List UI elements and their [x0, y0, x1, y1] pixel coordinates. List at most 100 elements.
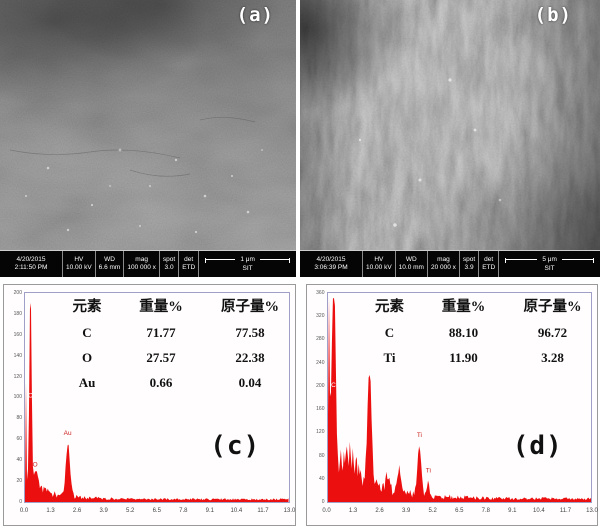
eds-spectrum-c: C O Au: [25, 302, 289, 502]
databar-column: spot 3.9: [460, 251, 480, 277]
y-tick-label: 200: [316, 382, 325, 389]
table-header: 元素: [72, 299, 102, 315]
x-tick-label: 5.2: [428, 508, 437, 514]
x-tick-label: 0.0: [322, 508, 331, 514]
peak-label-c: C: [331, 382, 336, 389]
eds-table-d: 元素 重量% 原子量% C 88.10 96.72 Ti 11.90 3.28: [359, 295, 599, 366]
table-header: 原子量%: [221, 299, 279, 315]
peak-label-c: C: [28, 392, 33, 399]
table-cell: 96.72: [537, 325, 568, 340]
table-cell: 3.28: [541, 350, 564, 365]
databar-column: spot 3.0: [160, 251, 180, 277]
databar-column-label: WD: [104, 256, 115, 263]
databar-column: HV 10.00 kV: [363, 251, 396, 277]
scalebar: 1 μm: [205, 255, 291, 264]
spectrum-plot-d: C Ti Ti: [326, 292, 592, 503]
peak-label-au: Au: [64, 430, 72, 437]
databar-column: 4/20/2015 3:06:39 PM: [300, 251, 363, 277]
databar-column-label: det: [484, 256, 494, 263]
table-cell: 0.04: [238, 375, 262, 390]
x-axis-labels: 0.0 1.3 2.6 3.9 5.2 6.5 7.8 9.1 10.4 11.7 13.0: [322, 508, 598, 516]
eds-table-c: 元素 重量% 原子量% C 71.77 77.58 O 27.57 22.38 Au 0.66 0.0…: [56, 295, 296, 391]
table-cell: 22.38: [235, 350, 265, 365]
sem-image-b: (b) 4/20/2015 3:06:39 PM HV 10.00 kV WD 10.0 …: [300, 0, 600, 277]
y-tick-label: 320: [316, 313, 325, 320]
databar-column-value: ETD: [182, 264, 196, 271]
databar-column: 4/20/2015 2:11:50 PM: [0, 251, 63, 277]
x-tick-label: 13.0: [283, 508, 296, 514]
y-tick-label: 240: [316, 359, 325, 366]
y-tick-label: 160: [316, 406, 325, 413]
table-cell: 88.10: [448, 325, 479, 340]
table-cell: C: [384, 325, 395, 340]
y-tick-label: 60: [16, 436, 22, 443]
x-tick-label: 3.9: [401, 508, 411, 514]
y-tick-label: 360: [316, 290, 325, 296]
table-header: 重量%: [441, 299, 486, 315]
x-tick-label: 6.5: [455, 508, 464, 514]
table-cell: Ti: [383, 350, 396, 365]
table-header: 重量%: [139, 299, 183, 315]
spectrum-plot-c: C O Au: [24, 292, 290, 503]
databar-column-label: WD: [405, 256, 417, 263]
y-tick-label: 160: [13, 331, 22, 338]
sem-image-a: (a) 4/20/2015 2:11:50 PM HV 10.00 kV WD 6.6 m…: [0, 0, 296, 277]
y-tick-label: 0: [19, 498, 22, 505]
databar-column-value: 10.00 kV: [366, 264, 392, 271]
panel-label-a: (a): [236, 4, 274, 26]
databar-column: WD 10.0 mm: [396, 251, 428, 277]
databar-column-label: mag: [437, 256, 450, 263]
y-tick-label: 120: [316, 429, 325, 436]
panel-label-d: (d): [512, 431, 563, 462]
databar-column-label: spot: [162, 256, 176, 263]
table-header: 原子量%: [523, 299, 582, 315]
table-cell: 77.58: [235, 325, 265, 340]
databar-column: HV 10.00 kV: [63, 251, 96, 277]
stage-label: SIT: [544, 264, 555, 272]
scalebar-label: 5 μm: [542, 255, 557, 263]
x-tick-label: 2.6: [72, 508, 82, 514]
databar-column-value: 3:06:39 PM: [314, 264, 348, 271]
table-cell: C: [82, 325, 92, 340]
databar-column-label: 4/20/2015: [316, 256, 346, 263]
y-tick-label: 200: [13, 290, 22, 296]
x-tick-label: 10.4: [230, 508, 243, 514]
sem-databar-b: 4/20/2015 3:06:39 PM HV 10.00 kV WD 10.0 mm ma…: [300, 250, 600, 277]
x-tick-label: 9.1: [205, 508, 215, 514]
databar-column-value: 2:11:50 PM: [14, 264, 48, 271]
databar-column-label: HV: [374, 256, 384, 263]
databar-column: det ETD: [479, 251, 500, 277]
databar-column: det ETD: [179, 251, 200, 277]
x-tick-label: 2.6: [375, 508, 384, 514]
scalebar-label: 1 μm: [240, 255, 255, 263]
sem-databar-a: 4/20/2015 2:11:50 PM HV 10.00 kV WD 6.6 mm mag…: [0, 250, 296, 277]
panel-label-b: (b): [534, 4, 572, 26]
databar-column-value: 3.9: [464, 264, 474, 271]
sem-texture-a: [0, 0, 296, 277]
y-tick-label: 80: [16, 415, 22, 422]
spectrum-trace: [327, 297, 591, 502]
databar-column-value: 10.0 mm: [398, 264, 424, 271]
databar-column-value: 20 000 x: [430, 264, 456, 271]
shading-overlay: [0, 0, 296, 277]
x-tick-label: 0.0: [19, 508, 29, 514]
x-tick-label: 10.4: [533, 508, 545, 514]
y-tick-label: 40: [16, 457, 22, 464]
table-cell: 0.66: [149, 375, 173, 390]
x-tick-label: 6.5: [152, 508, 161, 514]
y-tick-label: 100: [13, 394, 22, 401]
x-tick-label: 1.3: [46, 508, 55, 514]
eds-spectrum-d: C Ti Ti: [327, 297, 591, 502]
databar-column: mag 20 000 x: [428, 251, 460, 277]
databar-column-value: 3.0: [164, 264, 174, 271]
x-tick-label: 7.8: [481, 508, 490, 514]
x-tick-label: 13.0: [586, 508, 598, 514]
peak-label-o: O: [33, 461, 38, 468]
x-tick-label: 1.3: [348, 508, 358, 514]
y-tick-label: 280: [316, 336, 325, 343]
scalebar: 5 μm: [505, 255, 595, 264]
table-cell: 11.90: [449, 350, 478, 365]
x-tick-label: 7.8: [179, 508, 188, 514]
y-tick-label: 140: [13, 352, 22, 359]
